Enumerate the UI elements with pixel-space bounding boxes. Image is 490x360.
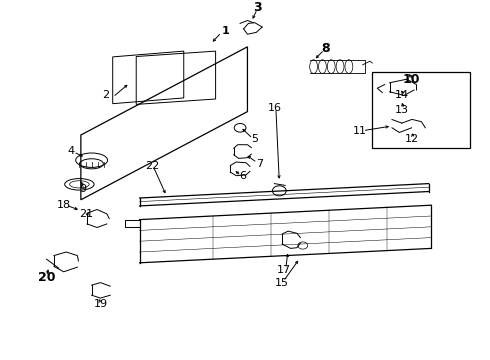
Text: 19: 19 — [94, 299, 107, 309]
Text: 14: 14 — [395, 90, 409, 100]
Text: 1: 1 — [221, 26, 229, 36]
Text: 3: 3 — [253, 1, 262, 14]
Text: 8: 8 — [321, 42, 330, 55]
Text: 10: 10 — [403, 73, 420, 86]
Text: 11: 11 — [353, 126, 367, 136]
Text: 2: 2 — [102, 90, 109, 100]
Text: 5: 5 — [251, 134, 258, 144]
Text: 6: 6 — [239, 171, 246, 181]
Text: 22: 22 — [145, 161, 159, 171]
Text: 12: 12 — [405, 134, 418, 144]
Text: 15: 15 — [275, 278, 289, 288]
Text: 9: 9 — [79, 184, 86, 194]
Text: 7: 7 — [256, 159, 263, 169]
Text: 21: 21 — [79, 209, 93, 219]
Text: 13: 13 — [395, 105, 409, 115]
Text: 17: 17 — [277, 265, 291, 275]
Text: 18: 18 — [57, 200, 71, 210]
Text: 20: 20 — [38, 271, 55, 284]
Text: 16: 16 — [268, 103, 281, 113]
Bar — [372, 72, 470, 148]
Text: 4: 4 — [68, 146, 74, 156]
